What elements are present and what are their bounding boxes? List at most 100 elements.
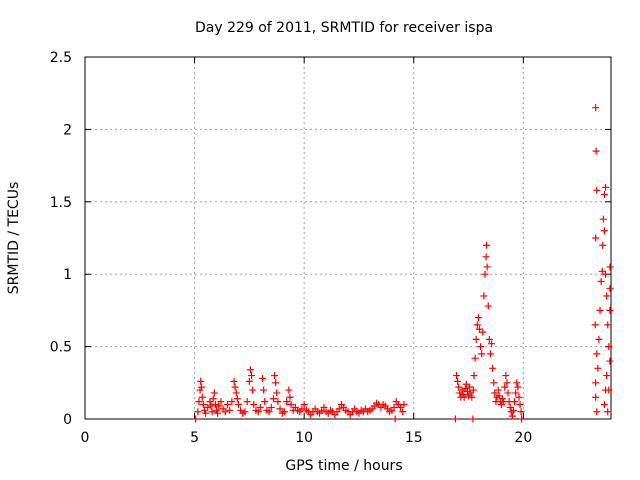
data-point: [494, 386, 502, 394]
data-point: [605, 343, 613, 351]
data-point: [271, 372, 279, 380]
data-point: [265, 408, 273, 416]
grid: [85, 57, 611, 419]
data-point: [606, 263, 614, 271]
plot-frame: [84, 56, 612, 420]
data-point: [480, 292, 488, 300]
data-point: [232, 389, 240, 397]
data-point: [477, 343, 485, 351]
data-point: [198, 393, 206, 401]
data-point: [208, 408, 216, 416]
data-point: [211, 401, 219, 409]
y-tick-label: 2: [63, 122, 72, 138]
data-point: [508, 412, 516, 420]
x-tick-label: 15: [405, 430, 423, 446]
x-tick-label: 0: [81, 430, 90, 446]
data-point: [466, 383, 474, 391]
x-tick-label: 20: [514, 430, 532, 446]
data-point: [320, 403, 328, 411]
data-point: [592, 393, 600, 401]
data-point: [221, 408, 229, 416]
data-point: [473, 321, 481, 329]
data-point: [596, 306, 604, 314]
data-point: [472, 335, 480, 343]
data-point: [469, 415, 477, 423]
data-point: [458, 386, 466, 394]
data-point: [194, 408, 202, 416]
data-point: [600, 227, 608, 235]
data-point: [192, 415, 200, 423]
data-point: [478, 350, 486, 358]
data-point: [597, 277, 605, 285]
data-point: [226, 406, 234, 414]
data-point: [518, 415, 526, 423]
data-point: [197, 377, 205, 385]
data-point: [514, 383, 522, 391]
data-point: [470, 372, 478, 380]
data-point: [399, 408, 407, 416]
data-point: [243, 398, 251, 406]
data-point: [600, 401, 608, 409]
data-point: [602, 183, 610, 191]
data-point: [483, 263, 491, 271]
data-point: [485, 335, 493, 343]
data-point: [604, 408, 612, 416]
data-point: [199, 401, 207, 409]
data-point: [605, 386, 613, 394]
data-point: [606, 357, 614, 365]
y-tick-label: 2.5: [50, 50, 72, 66]
data-point: [254, 408, 262, 416]
data-point: [509, 406, 517, 414]
data-point: [592, 147, 600, 155]
data-point: [276, 405, 284, 413]
data-point: [390, 403, 398, 411]
data-point: [460, 393, 468, 401]
data-point: [592, 379, 600, 387]
data-point: [241, 408, 249, 416]
data-point: [593, 350, 601, 358]
data-point: [287, 401, 295, 409]
axis-ticks: 0 5 10 15 20 0 0.5 1 1.5 2 2.5: [50, 50, 611, 446]
data-point: [298, 405, 306, 413]
data-point: [400, 401, 408, 409]
data-point: [591, 321, 599, 329]
data-point: [503, 379, 511, 387]
data-point: [488, 340, 496, 348]
y-tick-label: 1.5: [50, 195, 72, 211]
data-point: [599, 215, 607, 223]
data-point: [592, 104, 600, 112]
data-point: [594, 364, 602, 372]
data-point: [474, 314, 482, 322]
x-tick-label: 5: [190, 430, 199, 446]
data-point: [595, 335, 603, 343]
data-point: [335, 405, 343, 413]
data-point: [209, 395, 217, 403]
data-point: [502, 372, 510, 380]
data-point: [486, 350, 494, 358]
x-tick-label: 10: [295, 430, 313, 446]
data-point: [202, 409, 210, 417]
data-point: [261, 398, 269, 406]
y-tick-label: 0.5: [50, 340, 72, 356]
data-point: [214, 409, 222, 417]
data-point: [195, 398, 203, 406]
data-point: [602, 270, 610, 278]
data-point: [272, 379, 280, 387]
data-point: [451, 415, 459, 423]
data-point: [517, 408, 525, 416]
data-point: [217, 398, 225, 406]
data-point: [300, 401, 308, 409]
data-point: [280, 408, 288, 416]
data-point: [606, 306, 614, 314]
data-point: [210, 389, 218, 397]
data-point: [604, 321, 612, 329]
data-point: [479, 328, 487, 336]
data-point: [489, 364, 497, 372]
data-point: [234, 401, 242, 409]
data-point: [501, 383, 509, 391]
data-point: [391, 415, 399, 423]
data-point: [513, 379, 521, 387]
data-point: [273, 389, 281, 397]
data-point: [463, 387, 471, 395]
